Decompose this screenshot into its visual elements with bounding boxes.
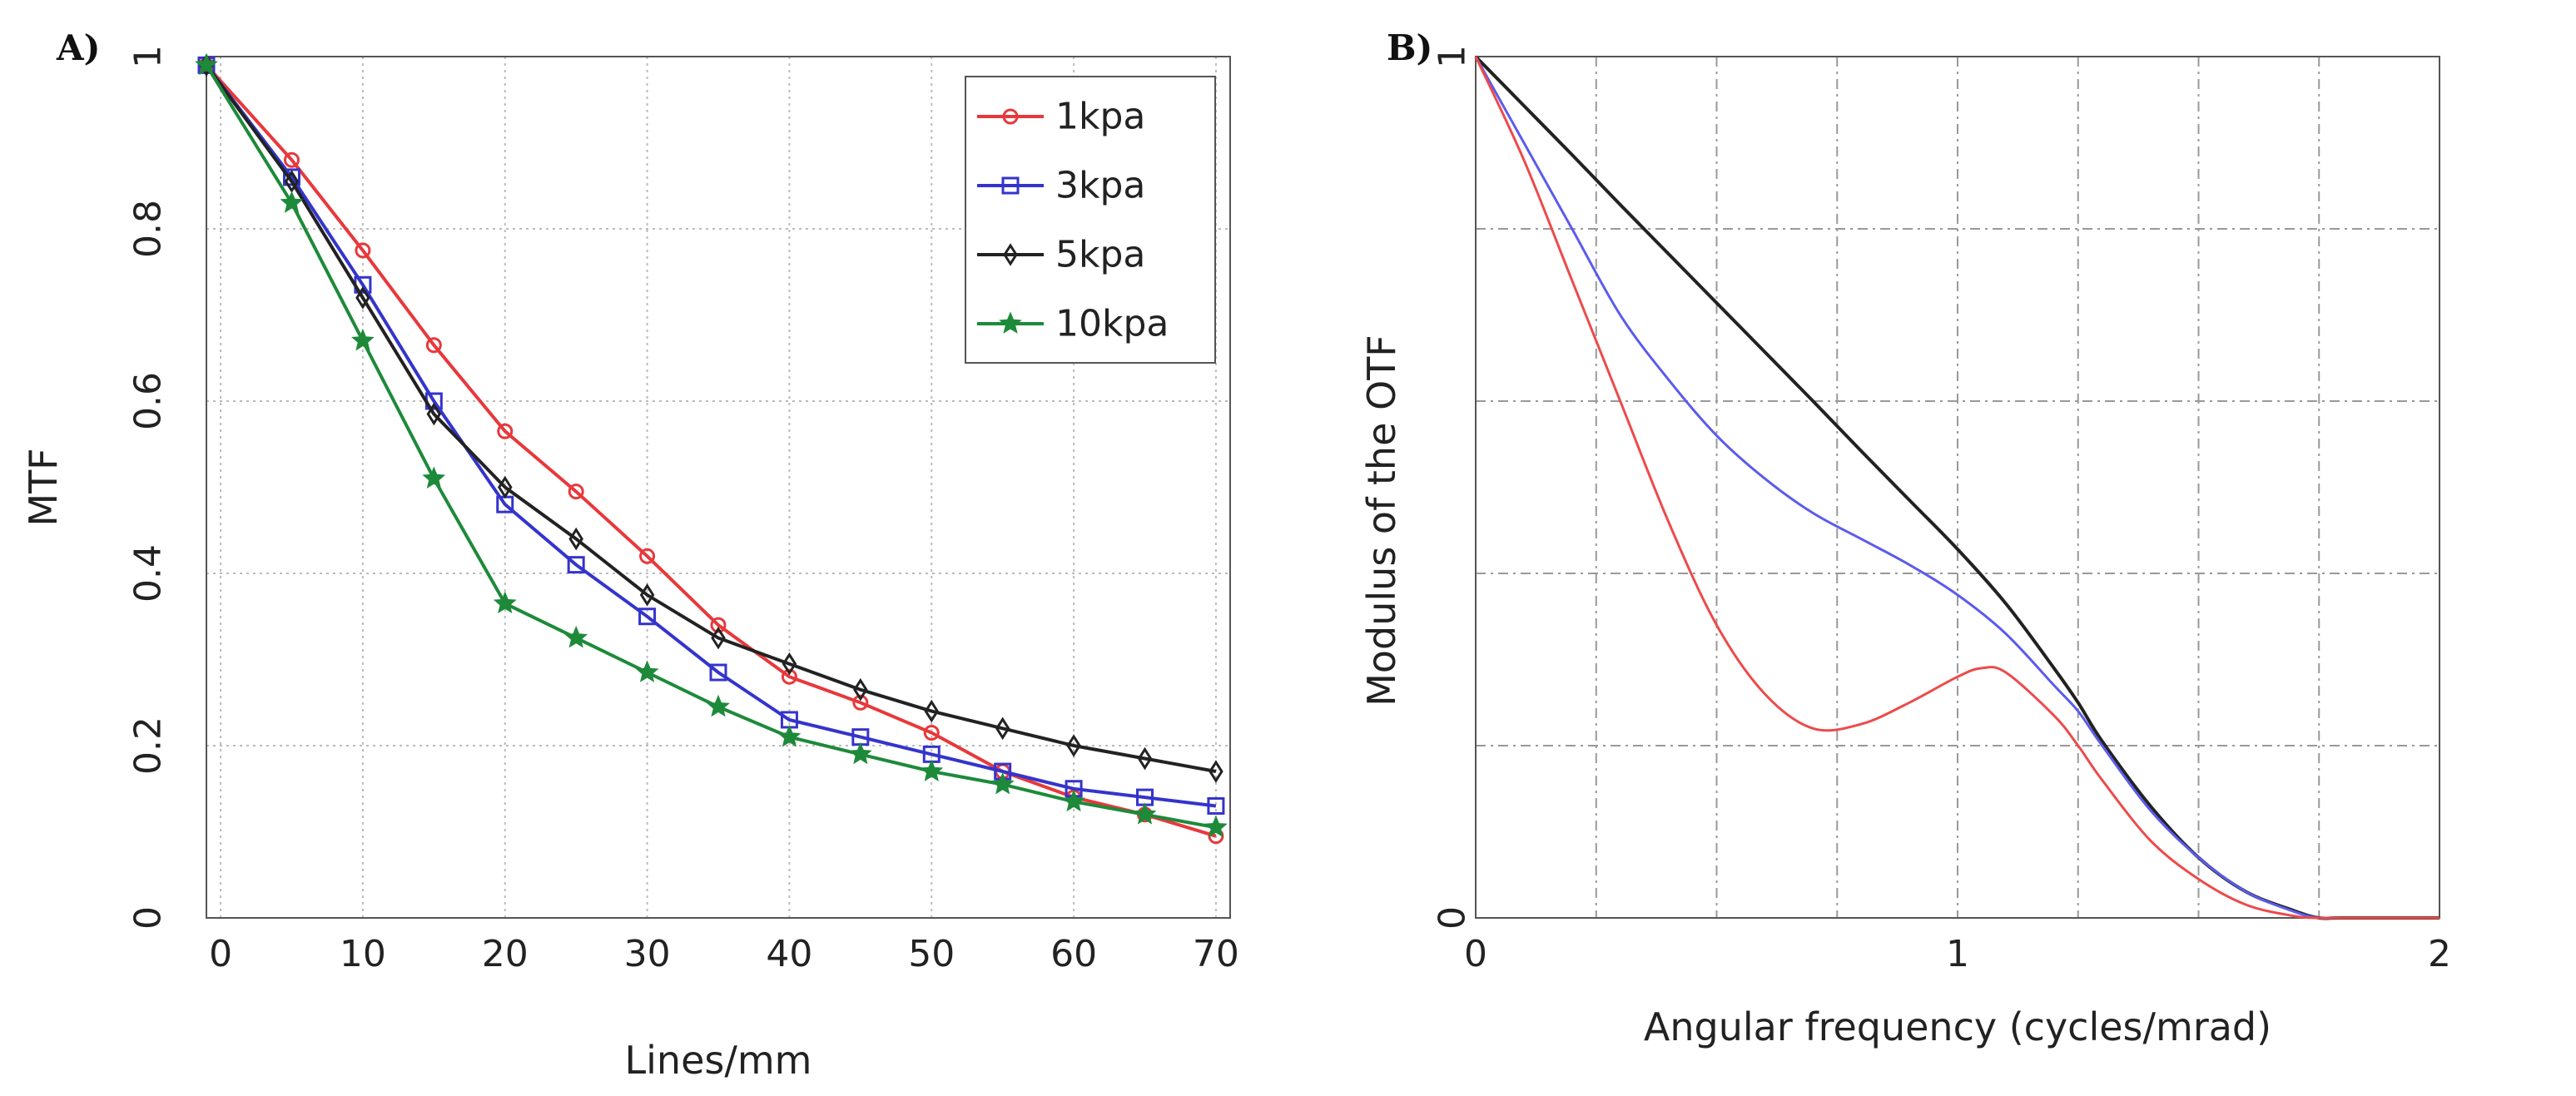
panel-a-x-tick-label: 60: [1050, 933, 1097, 975]
legend-marker-5kpa: [1003, 243, 1018, 266]
panel-b-series: [1474, 55, 2440, 920]
data-point-5kpa: [853, 677, 868, 702]
panel-a-y-axis-title: MTF: [21, 448, 66, 526]
data-point-10kpa: [351, 328, 375, 351]
data-point-1kpa: [781, 668, 797, 685]
data-point-1kpa: [355, 242, 371, 259]
data-point-10kpa: [777, 724, 802, 747]
data-point-3kpa: [638, 608, 657, 626]
data-point-5kpa: [568, 527, 583, 551]
legend-label-3kpa: 3kpa: [1055, 165, 1145, 207]
data-point-10kpa: [635, 660, 659, 682]
legend-box: [965, 76, 1216, 364]
data-point-5kpa: [497, 475, 513, 499]
data-point-5kpa: [284, 170, 300, 193]
data-point-1kpa: [568, 484, 584, 500]
panel-a-plot-frame: [206, 56, 1231, 919]
data-point-5kpa: [639, 583, 655, 607]
data-point-10kpa: [707, 694, 730, 717]
data-point-10kpa: [1133, 802, 1157, 825]
otf-curve-blue: [1474, 56, 2440, 920]
panel-b-y-tick-label: 1: [1432, 45, 1474, 68]
series-10kpa: [195, 52, 1228, 838]
legend-marker-1kpa: [1002, 108, 1019, 125]
panel-a-x-tick-label: 30: [624, 933, 671, 975]
data-point-5kpa: [355, 286, 370, 310]
data-point-10kpa: [990, 771, 1015, 795]
legend-label-1kpa: 1kpa: [1055, 96, 1145, 138]
panel-b-x-axis-title: Angular frequency (cycles/mrad): [1644, 1004, 2271, 1049]
data-point-1kpa: [852, 694, 869, 711]
data-point-10kpa: [564, 625, 588, 648]
legend-marker-10kpa: [999, 311, 1022, 334]
data-point-5kpa: [924, 699, 940, 723]
series-5kpa: [199, 53, 1223, 783]
data-point-5kpa: [1209, 760, 1223, 783]
panel-a-x-axis-title: Lines/mm: [625, 1038, 812, 1083]
panel-b-x-tick-label: 0: [1464, 933, 1487, 975]
panel-b-grid: [1476, 57, 2440, 918]
panel-a-legend: 1kpa 3kpa 5kpa 10kpa: [965, 76, 1216, 364]
panel-a-series: [195, 52, 1228, 845]
panel-a-x-tick-label: 10: [340, 933, 386, 975]
panel-b-y-axis-title: Modulus of the OTF: [1359, 335, 1404, 707]
data-point-1kpa: [710, 617, 727, 633]
panel-a-ticks: 0 10 20 30 40 50 60 70 0 0.2 0.4 0.6 0.8 1: [127, 45, 1239, 975]
panel-a: A) 0 10 20 30 40 50 60 70 0 0.2 0.4 0.6 0.8 1 Lines/m…: [21, 27, 1239, 1083]
otf-curve-red: [1474, 56, 2440, 920]
data-point-3kpa: [1207, 796, 1225, 815]
panel-a-y-tick-label: 0: [127, 906, 170, 930]
legend-label-10kpa: 10kpa: [1055, 303, 1169, 345]
data-point-5kpa: [1066, 734, 1081, 757]
panel-a-y-tick-label: 0.8: [127, 200, 170, 258]
panel-a-x-tick-label: 0: [209, 933, 232, 975]
data-point-10kpa: [493, 591, 517, 614]
panel-a-y-tick-label: 1: [127, 45, 170, 68]
data-point-5kpa: [426, 402, 442, 426]
panel-b-label: B): [1387, 27, 1432, 68]
data-point-10kpa: [1204, 815, 1228, 838]
panel-a-y-tick-label: 0.6: [127, 372, 170, 430]
series-line-1kpa: [205, 63, 1217, 838]
series-line-3kpa: [205, 64, 1217, 808]
panel-a-label: A): [56, 27, 100, 68]
panel-a-x-tick-label: 70: [1193, 933, 1239, 975]
panel-a-x-tick-label: 20: [482, 933, 529, 975]
panel-b-x-tick-label: 2: [2428, 933, 2451, 975]
data-point-10kpa: [195, 52, 218, 76]
data-point-1kpa: [923, 724, 940, 741]
panel-b-plot-frame: [1475, 56, 2440, 919]
data-point-1kpa: [425, 337, 442, 354]
panel-a-y-tick-label: 0.4: [127, 544, 170, 603]
data-point-5kpa: [995, 717, 1010, 741]
series-line-5kpa: [205, 64, 1217, 773]
data-point-5kpa: [711, 626, 726, 650]
panel-b: B) 0 1 2 0 1 Angular frequency (cycles/mrad)…: [1359, 27, 2451, 1049]
panel-a-x-tick-label: 40: [766, 933, 812, 975]
panel-b-x-tick-label: 1: [1946, 933, 1969, 975]
data-point-3kpa: [567, 556, 585, 574]
legend-label-5kpa: 5kpa: [1055, 234, 1145, 276]
data-point-10kpa: [422, 466, 446, 489]
data-point-10kpa: [280, 191, 304, 213]
data-point-10kpa: [1062, 789, 1085, 812]
data-point-5kpa: [1137, 746, 1153, 771]
data-point-1kpa: [497, 423, 514, 439]
panel-a-x-tick-label: 50: [908, 933, 955, 975]
data-point-1kpa: [284, 151, 300, 168]
data-point-3kpa: [709, 663, 727, 682]
legend-marker-3kpa: [1001, 176, 1020, 195]
panel-b-y-tick-label: 0: [1432, 906, 1474, 930]
panel-b-ticks: 0 1 2 0 1: [1432, 45, 2452, 975]
data-point-5kpa: [782, 652, 797, 676]
data-point-1kpa: [639, 548, 656, 564]
data-point-10kpa: [848, 741, 872, 765]
panel-a-y-tick-label: 0.2: [127, 717, 170, 775]
data-point-10kpa: [920, 759, 944, 781]
